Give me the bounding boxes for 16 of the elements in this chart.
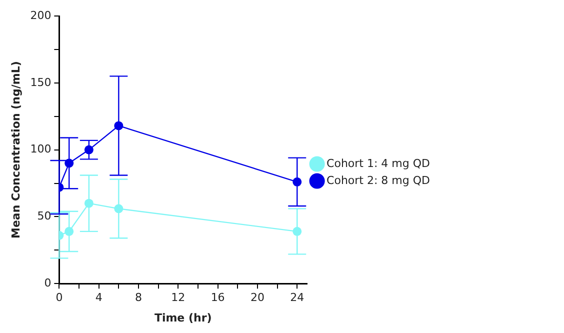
x-tick-label: 24 <box>290 291 304 304</box>
y-axis-title: Mean Concentration (ng/mL) <box>9 61 22 238</box>
y-tick-label: 50 <box>37 210 52 223</box>
legend-label: Cohort 2: 8 mg QD <box>326 174 430 187</box>
y-tick-label: 150 <box>30 76 52 89</box>
x-tick-label: 0 <box>56 291 63 304</box>
x-axis-title: Time (hr) <box>154 311 212 324</box>
x-tick-label: 4 <box>95 291 102 304</box>
x-tick-label: 12 <box>171 291 186 304</box>
legend-label: Cohort 1: 4 mg QD <box>326 156 430 170</box>
y-tick-label: 0 <box>44 276 52 290</box>
y-tick-label: 100 <box>30 142 52 156</box>
x-tick-label: 16 <box>210 291 225 304</box>
x-tick-label: 8 <box>135 291 142 304</box>
y-tick-label: 200 <box>30 8 52 22</box>
x-tick-label: 20 <box>250 291 264 304</box>
